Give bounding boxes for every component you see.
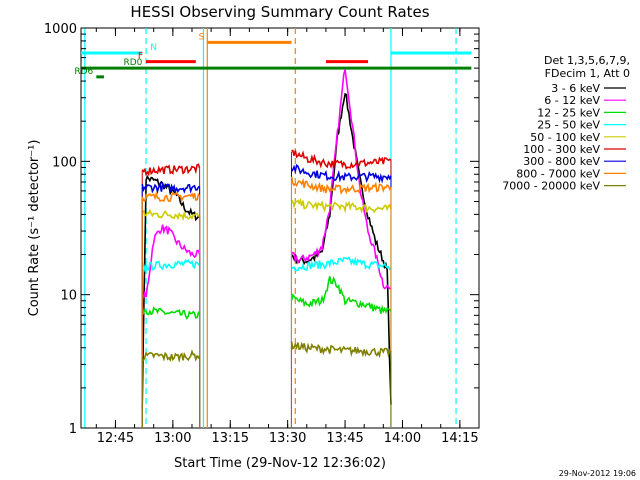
flag-label-rd0: RD0	[123, 58, 142, 68]
series-3-segment-0	[142, 258, 200, 273]
series-4-segment-0	[142, 208, 200, 222]
y-tick-label-3: 1000	[44, 22, 77, 37]
series-8	[141, 341, 392, 428]
series-2-segment-0	[141, 305, 201, 321]
y-tick-label-2: 100	[52, 155, 77, 170]
legend-label-2: 12 - 25 keV	[537, 106, 600, 119]
series-6-segment-0	[141, 181, 201, 195]
x-tick-label-3: 13:30	[269, 431, 306, 446]
x-tick-label-1: 13:00	[154, 431, 191, 446]
x-tick-label-2: 13:15	[212, 431, 249, 446]
legend-label-3: 25 - 50 keV	[537, 119, 600, 132]
series-1-segment-1	[291, 69, 392, 290]
legend: Det 1,3,5,6,7,9,FDecim 1, Att 0 3 - 6 keV…	[502, 54, 630, 193]
series-2-segment-1	[290, 275, 392, 315]
legend-header-0: Det 1,3,5,6,7,9,	[544, 54, 630, 67]
y-axis: 1 10 100 1000	[44, 22, 479, 437]
legend-label-0: 3 - 6 keV	[551, 82, 600, 95]
series-1	[141, 69, 392, 428]
series-1-segment-0	[141, 224, 201, 299]
legend-label-1: 6 - 12 keV	[544, 94, 600, 107]
plot-frame	[80, 27, 480, 429]
legend-header-1: FDecim 1, Att 0	[545, 67, 630, 80]
series-7-segment-1	[290, 176, 392, 195]
flag-label-rd6: RD6	[74, 67, 93, 77]
series-5-segment-1	[291, 149, 392, 170]
series-3-segment-1	[290, 256, 392, 272]
x-tick-label-6: 14:15	[441, 431, 478, 446]
series-3	[141, 256, 392, 428]
series-8-segment-1	[290, 341, 392, 359]
flag-label-f: F	[138, 52, 143, 62]
series-0-segment-1	[290, 92, 392, 405]
series-5-segment-0	[141, 163, 201, 177]
flag-label-n: N	[150, 43, 157, 53]
y-axis-label: Count Rate (s⁻¹ detector⁻¹)	[27, 140, 42, 317]
legend-label-8: 7000 - 20000 keV	[502, 180, 600, 193]
x-axis: 12:45 13:00 13:15 13:30 13:45 14:00 14:15	[95, 28, 480, 446]
series-4-segment-1	[290, 197, 392, 214]
chart-title: HESSI Observing Summary Count Rates	[130, 3, 429, 21]
series-8-segment-0	[142, 349, 201, 364]
series-7-segment-0	[141, 191, 201, 203]
series-0-segment-0	[141, 174, 201, 409]
footer-timestamp: 29-Nov-2012 19:06	[559, 469, 636, 478]
flag-label-s: S	[199, 32, 205, 42]
x-tick-label-0: 12:45	[97, 431, 134, 446]
legend-label-5: 100 - 300 keV	[523, 143, 600, 156]
series-6-segment-1	[290, 163, 392, 184]
x-tick-label-5: 14:00	[384, 431, 421, 446]
y-tick-label-0: 1	[69, 422, 77, 437]
series-5	[141, 149, 392, 428]
legend-label-7: 800 - 7000 keV	[516, 167, 600, 180]
x-tick-label-4: 13:45	[326, 431, 363, 446]
y-tick-label-1: 10	[60, 289, 77, 304]
legend-label-6: 300 - 800 keV	[523, 155, 600, 168]
x-axis-label: Start Time (29-Nov-12 12:36:02)	[174, 456, 386, 471]
legend-label-4: 50 - 100 keV	[530, 131, 600, 144]
